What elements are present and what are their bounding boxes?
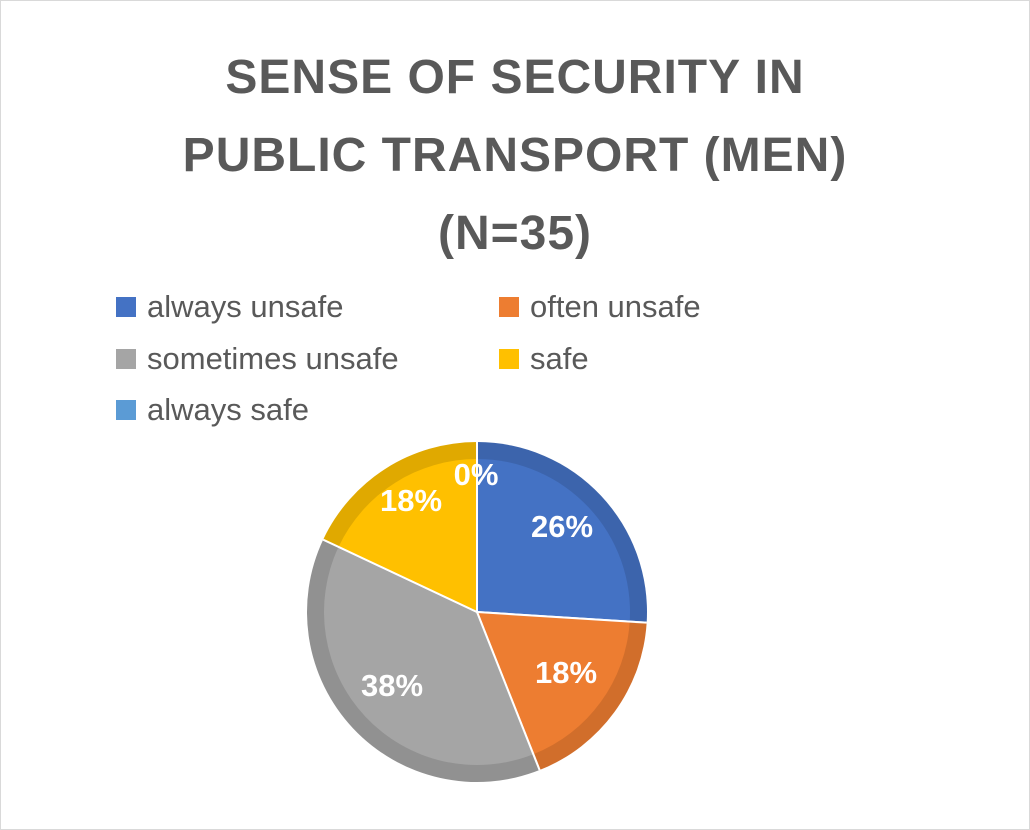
chart-title: SENSE OF SECURITY IN PUBLIC TRANSPORT (M… [1,39,1029,273]
pie-slice-face-always-unsafe [477,459,630,622]
chart-legend: always unsafe often unsafe sometimes uns… [1,1,1029,441]
legend-label-always-unsafe: always unsafe [147,289,344,324]
legend-item-always-unsafe: always unsafe [116,287,343,327]
chart-title-line-1: SENSE OF SECURITY IN [225,51,805,104]
pie-slice-face-sometimes-unsafe [324,546,534,766]
data-label-safe: 18% [380,483,442,518]
data-label-sometimes-unsafe: 38% [361,668,423,703]
pie-slice-edge [322,538,478,613]
data-label-always-safe: 0% [454,457,499,492]
legend-label-sometimes-unsafe: sometimes unsafe [147,341,399,376]
legend-swatch-safe [499,349,519,369]
legend-item-safe: safe [499,339,589,379]
legend-item-often-unsafe: often unsafe [499,287,701,327]
legend-label-safe: safe [530,341,589,376]
pie-slice-edge [476,611,541,771]
chart-title-line-2: PUBLIC TRANSPORT (MEN) [182,129,848,182]
legend-swatch-always-safe [116,400,136,420]
legend-label-often-unsafe: often unsafe [530,289,701,324]
pie-slice-face-often-unsafe [477,612,630,755]
legend-label-always-safe: always safe [147,392,309,427]
chart-title-line-3: (N=35) [437,207,593,260]
pie-slice-face-safe [338,459,477,612]
data-label-often-unsafe: 18% [535,655,597,690]
legend-swatch-always-unsafe [116,297,136,317]
data-label-always-unsafe: 26% [531,509,593,544]
legend-swatch-sometimes-unsafe [116,349,136,369]
pie-slice-edge [476,611,647,624]
legend-swatch-often-unsafe [499,297,519,317]
legend-item-sometimes-unsafe: sometimes unsafe [116,339,399,379]
legend-item-always-safe: always safe [116,390,309,430]
